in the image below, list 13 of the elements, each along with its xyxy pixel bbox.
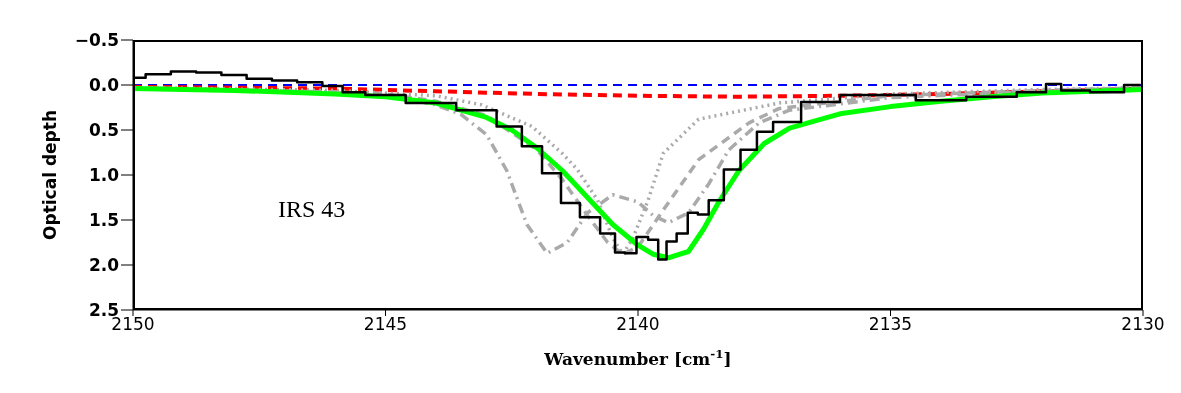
y-tick-label: 0.5 [88,120,119,141]
y-axis-title: Optical depth [40,110,60,240]
x-tick-label: 2140 [616,314,660,335]
y-tick-label: −0.5 [74,30,119,51]
x-tick-label: 2135 [868,314,913,335]
x-tick-label: 2145 [363,314,408,335]
y-tick-label: 0.0 [88,75,120,96]
x-axis-title: Wavenumber [cm$^{-1}$] [543,347,732,369]
y-tick-label: 1.5 [88,210,119,231]
annotation: IRS 43 [278,196,346,223]
x-tick-label: 2130 [1121,314,1165,335]
y-tick-label: 2.0 [88,255,120,276]
y-tick-label: 1.0 [88,165,120,186]
